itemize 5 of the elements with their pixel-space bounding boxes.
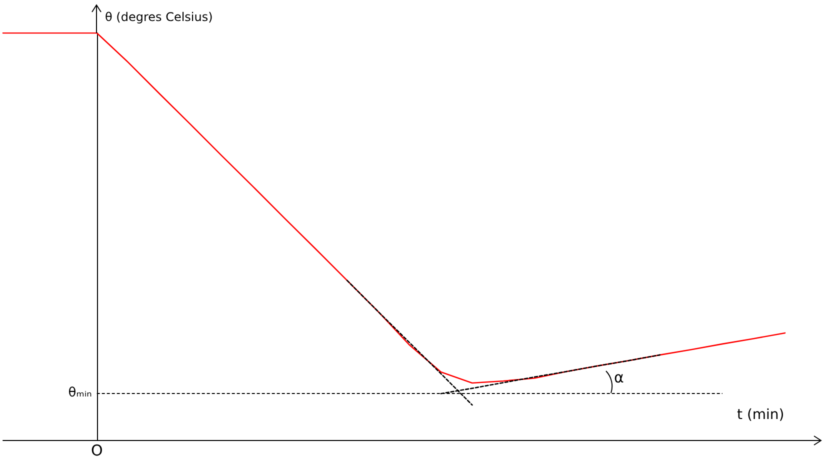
ref-line-label: θₘᵢₙ <box>68 386 92 401</box>
text: O <box>91 442 103 459</box>
annotation: α <box>614 368 624 386</box>
y-axis-title: θ (degres Celsius) <box>105 10 213 24</box>
x-axis-title: t (min) <box>737 407 784 423</box>
